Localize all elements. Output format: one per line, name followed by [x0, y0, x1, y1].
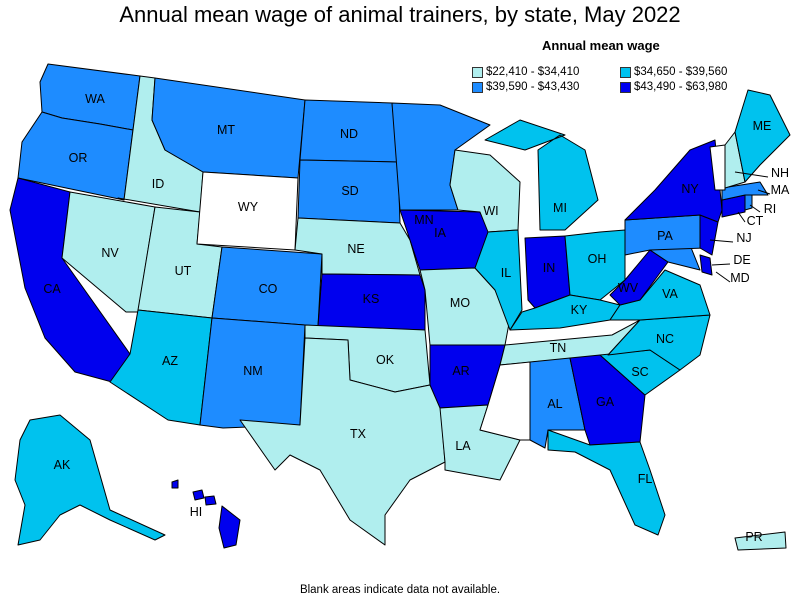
- state-label-wi: WI: [483, 204, 498, 218]
- state-label-nm: NM: [243, 364, 262, 378]
- state-label-va: VA: [662, 287, 678, 301]
- leader-line-7: [734, 171, 769, 178]
- state-label-ut: UT: [175, 264, 192, 278]
- state-label-ma: MA: [771, 183, 790, 197]
- state-label-ia: IA: [434, 226, 446, 240]
- state-ma: [721, 181, 769, 201]
- legend-swatch-4: [620, 81, 631, 93]
- state-label-ga: GA: [596, 395, 615, 409]
- leader-line-3: [709, 239, 734, 243]
- leader-line-1: [715, 271, 731, 283]
- state-me: [734, 89, 791, 183]
- state-pr: [734, 531, 787, 551]
- state-label-oh: OH: [588, 252, 607, 266]
- state-az: [109, 309, 213, 426]
- state-label-pa: PA: [657, 229, 673, 243]
- legend-title: Annual mean wage: [542, 38, 660, 53]
- legend-item-1: $22,410 - $34,410: [472, 66, 579, 78]
- state-label-wv: WV: [618, 281, 639, 295]
- state-label-nc: NC: [656, 332, 674, 346]
- state-ri: [744, 194, 753, 211]
- state-label-ok: OK: [376, 353, 395, 367]
- state-label-co: CO: [259, 282, 278, 296]
- state-label-hi: HI: [190, 505, 203, 519]
- state-label-il: IL: [501, 266, 511, 280]
- state-hi: [171, 479, 241, 549]
- state-label-ne: NE: [347, 242, 364, 256]
- footnote: Blank areas indicate data not available.: [299, 584, 501, 596]
- legend-item-4: $43,490 - $63,980: [620, 81, 727, 93]
- legend-label-4: $43,490 - $63,980: [634, 81, 728, 93]
- state-label-id: ID: [152, 177, 165, 191]
- legend-label-3: $39,590 - $43,430: [486, 81, 580, 93]
- state-fl: [547, 429, 666, 536]
- leader-line-4: [737, 211, 746, 223]
- state-nv: [61, 191, 156, 313]
- state-label-ca: CA: [43, 282, 61, 296]
- state-label-nh: NH: [771, 166, 789, 180]
- state-label-mi: MI: [553, 201, 567, 215]
- state-de: [699, 254, 713, 276]
- state-label-in: IN: [543, 261, 556, 275]
- state-mi: [484, 119, 599, 231]
- leader-line-2: [711, 263, 731, 266]
- state-label-nv: NV: [101, 246, 119, 260]
- leader-line-6: [757, 189, 771, 195]
- state-label-ar: AR: [452, 364, 469, 378]
- state-label-ri: RI: [764, 202, 777, 216]
- state-label-tx: TX: [350, 427, 367, 441]
- state-label-fl: FL: [638, 472, 653, 486]
- state-label-md: MD: [730, 271, 749, 285]
- state-label-sd: SD: [341, 184, 358, 198]
- state-label-me: ME: [753, 119, 772, 133]
- state-label-ks: KS: [363, 292, 380, 306]
- state-vt: [709, 144, 726, 191]
- legend-swatch-1: [472, 66, 483, 78]
- state-label-ak: AK: [54, 458, 71, 472]
- state-label-sc: SC: [631, 365, 648, 379]
- state-label-ky: KY: [571, 303, 588, 317]
- state-label-or: OR: [69, 151, 88, 165]
- leader-line-5: [749, 204, 761, 213]
- legend-swatch-2: [620, 66, 631, 78]
- state-ky: [509, 294, 621, 331]
- state-label-pr: PR: [745, 530, 762, 544]
- state-label-al: AL: [547, 397, 562, 411]
- legend-label-2: $34,650 - $39,560: [634, 66, 728, 78]
- state-label-mn: MN: [414, 213, 433, 227]
- state-label-nd: ND: [340, 127, 358, 141]
- state-label-ct: CT: [747, 214, 764, 228]
- state-tx: [239, 337, 446, 546]
- legend-label-1: $22,410 - $34,410: [486, 66, 580, 78]
- state-label-ny: NY: [681, 182, 699, 196]
- legend-item-2: $34,650 - $39,560: [620, 66, 727, 78]
- state-label-wa: WA: [85, 92, 105, 106]
- state-label-az: AZ: [162, 354, 178, 368]
- legend-item-3: $39,590 - $43,430: [472, 81, 579, 93]
- state-label-de: DE: [733, 253, 750, 267]
- legend-swatch-3: [472, 81, 483, 93]
- map-title: Annual mean wage of animal trainers, by …: [119, 2, 681, 27]
- state-ak: [14, 414, 166, 546]
- state-label-nj: NJ: [736, 231, 751, 245]
- state-label-mo: MO: [450, 296, 470, 310]
- state-label-tn: TN: [550, 341, 567, 355]
- state-ks: [317, 273, 426, 331]
- state-ny: [624, 139, 723, 223]
- state-label-mt: MT: [217, 123, 235, 137]
- state-label-wy: WY: [238, 200, 259, 214]
- state-label-la: LA: [455, 439, 471, 453]
